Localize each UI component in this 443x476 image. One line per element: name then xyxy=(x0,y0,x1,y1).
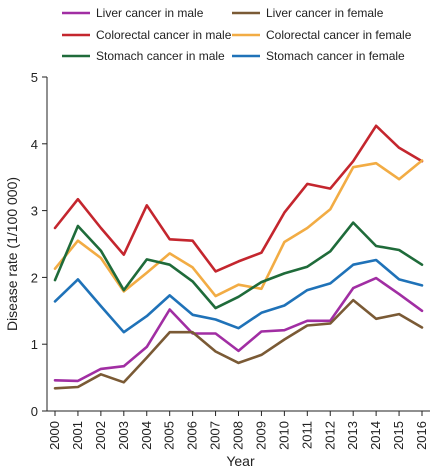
x-axis-ticks: 2000 2001 2002 2003 2004 2005 2006 2007 2008 2009… xyxy=(47,411,429,450)
y-tick-label: 4 xyxy=(31,137,38,152)
y-tick-label: 2 xyxy=(31,270,38,285)
x-tick-label: 2006 xyxy=(185,421,200,450)
legend-label: Stomach cancer in female xyxy=(266,49,405,63)
series-line-0 xyxy=(53,276,424,383)
x-tick-label: 2001 xyxy=(70,421,85,450)
y-axis-ticks: 0 1 2 3 4 5 xyxy=(31,70,47,419)
x-tick-label: 2012 xyxy=(322,421,337,450)
legend-label: Colorectal cancer in female xyxy=(266,28,412,42)
x-tick-label: 2003 xyxy=(116,421,131,450)
x-tick-label: 2000 xyxy=(47,421,62,450)
series-line-4 xyxy=(53,221,424,310)
x-tick-label: 2013 xyxy=(345,421,360,450)
legend-item: Stomach cancer in female xyxy=(232,49,405,63)
x-tick-label: 2009 xyxy=(253,421,268,450)
y-tick-label: 5 xyxy=(31,70,38,85)
legend-label: Liver cancer in female xyxy=(266,6,384,20)
legend-label: Liver cancer in male xyxy=(96,6,204,20)
x-tick-label: 2005 xyxy=(162,421,177,450)
series-lines xyxy=(53,124,424,390)
x-tick-label: 2014 xyxy=(368,421,383,450)
legend-item: Colorectal cancer in male xyxy=(62,28,232,42)
x-tick-label: 2007 xyxy=(208,421,223,450)
x-tick-label: 2010 xyxy=(276,421,291,450)
legend-label: Colorectal cancer in male xyxy=(96,28,232,42)
legend-item: Stomach cancer in male xyxy=(62,49,225,63)
legend-label: Stomach cancer in male xyxy=(96,49,225,63)
x-tick-label: 2015 xyxy=(391,421,406,450)
y-axis-title: Disease rate (1/100 000) xyxy=(4,177,20,331)
legend-item: Colorectal cancer in female xyxy=(232,28,412,42)
series-line-5 xyxy=(53,258,424,334)
series-line-2 xyxy=(53,124,424,273)
x-tick-label: 2011 xyxy=(299,421,314,449)
x-tick-label: 2004 xyxy=(139,421,154,450)
series-line-1 xyxy=(53,298,424,390)
y-tick-label: 3 xyxy=(31,204,38,219)
series-line-3 xyxy=(53,159,424,298)
x-tick-label: 2008 xyxy=(231,421,246,450)
legend-item: Liver cancer in female xyxy=(232,6,384,20)
x-tick-label: 2016 xyxy=(414,421,429,450)
y-tick-label: 1 xyxy=(31,337,38,352)
x-axis-title: Year xyxy=(226,453,255,469)
x-tick-label: 2002 xyxy=(93,421,108,450)
legend-item: Liver cancer in male xyxy=(62,6,204,20)
y-tick-label: 0 xyxy=(31,404,38,419)
legend: Liver cancer in male Liver cancer in fema… xyxy=(62,6,412,63)
